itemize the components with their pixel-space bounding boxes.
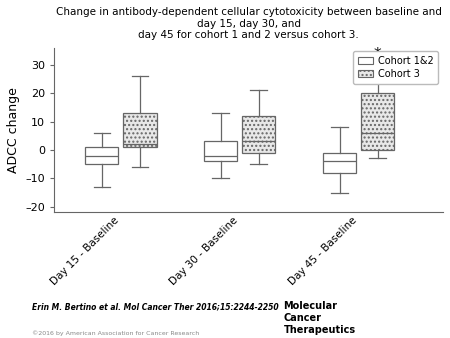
Legend: Cohort 1&2, Cohort 3: Cohort 1&2, Cohort 3 <box>353 51 438 83</box>
Y-axis label: ADCC change: ADCC change <box>7 87 20 173</box>
PathPatch shape <box>323 153 356 173</box>
Text: Molecular
Cancer
Therapeutics: Molecular Cancer Therapeutics <box>284 301 356 335</box>
PathPatch shape <box>85 147 118 164</box>
Title: Change in antibody-dependent cellular cytotoxicity between baseline and day 15, : Change in antibody-dependent cellular cy… <box>56 7 441 40</box>
Text: *: * <box>374 47 382 62</box>
Text: ©2016 by American Association for Cancer Research: ©2016 by American Association for Cancer… <box>32 330 199 336</box>
PathPatch shape <box>123 113 157 147</box>
PathPatch shape <box>204 141 237 161</box>
PathPatch shape <box>361 93 394 150</box>
PathPatch shape <box>242 116 275 153</box>
Text: Erin M. Bertino et al. Mol Cancer Ther 2016;15:2244-2250: Erin M. Bertino et al. Mol Cancer Ther 2… <box>32 302 278 311</box>
